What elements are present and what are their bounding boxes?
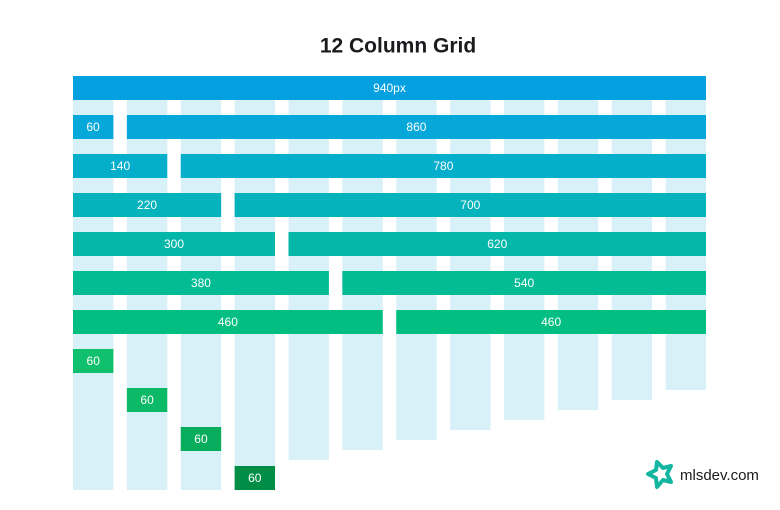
grid-column — [396, 100, 437, 440]
grid-bar — [73, 154, 168, 178]
grid-column — [450, 100, 491, 430]
title: 12 Column Grid — [320, 35, 476, 58]
brand: mlsdev.com — [680, 467, 759, 484]
bar-label: 700 — [460, 198, 480, 212]
grid-bar — [126, 115, 707, 139]
block-label: 60 — [87, 354, 101, 368]
grid-bar — [342, 271, 706, 295]
grid-bar — [234, 193, 707, 217]
bar-label: 460 — [541, 315, 561, 329]
bars: 940px 60 860 140 780 220 700 300 620 380 540 460 460… — [73, 76, 707, 490]
column-block — [234, 466, 276, 490]
grid-bar — [73, 310, 383, 334]
bar-label: 300 — [164, 237, 184, 251]
grid-bar — [180, 154, 706, 178]
grid-bar — [73, 76, 706, 100]
bar-label: 620 — [487, 237, 507, 251]
bar-label: 460 — [218, 315, 238, 329]
bar-label: 380 — [191, 276, 211, 290]
grid-bar — [288, 232, 706, 256]
bar-label: 140 — [110, 159, 130, 173]
logo-icon — [646, 460, 673, 489]
grid-bar — [396, 310, 706, 334]
bar-label: 940px — [373, 81, 406, 95]
bar-label: 220 — [137, 198, 157, 212]
block-label: 60 — [140, 393, 154, 407]
bar-label: 60 — [86, 120, 100, 134]
bar-label: 780 — [433, 159, 453, 173]
grid-bar — [73, 271, 329, 295]
block-label: 60 — [194, 432, 208, 446]
bar-label: 540 — [514, 276, 534, 290]
block-label: 60 — [248, 471, 262, 485]
grid-column — [503, 100, 545, 420]
grid-bar — [73, 115, 114, 139]
column-block — [126, 388, 168, 412]
grid-bar — [73, 193, 222, 217]
grid-bar — [73, 232, 276, 256]
bar-label: 860 — [406, 120, 426, 134]
column-block — [180, 427, 222, 451]
column-block — [73, 349, 114, 373]
logo: mlsdev.com — [646, 460, 759, 489]
